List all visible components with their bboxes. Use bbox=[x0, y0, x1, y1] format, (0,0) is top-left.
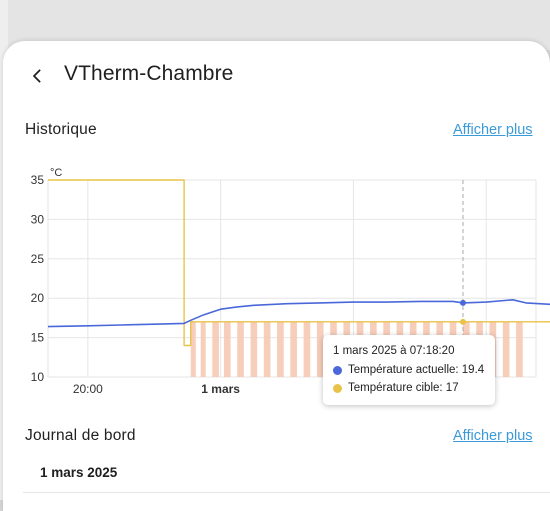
y-tick-label: 20 bbox=[31, 291, 45, 305]
heating-bar bbox=[237, 321, 244, 377]
dialog-title: VTherm-Chambre bbox=[64, 62, 234, 85]
heating-bar bbox=[190, 321, 196, 377]
target-temp-line bbox=[48, 179, 550, 347]
arrow-left-icon bbox=[33, 69, 41, 83]
tooltip-row-target: Température cible: 17 bbox=[333, 382, 459, 394]
logbook-show-more-link[interactable]: Afficher plus bbox=[453, 428, 533, 444]
tooltip-target-label: Température cible: 17 bbox=[348, 382, 459, 394]
current-temp-line bbox=[47, 299, 550, 328]
y-tick-label: 35 bbox=[31, 173, 45, 187]
heating-bar bbox=[200, 321, 206, 377]
heating-bar bbox=[303, 321, 311, 377]
heating-bar bbox=[290, 321, 297, 377]
y-tick-label: 30 bbox=[31, 212, 45, 226]
heating-bar bbox=[263, 321, 271, 377]
tooltip-title: 1 mars 2025 à 07:18:20 bbox=[333, 345, 455, 357]
heating-bar bbox=[212, 321, 219, 377]
target-temp-marker bbox=[459, 318, 466, 325]
tooltip-current-label: Température actuelle: 19.4 bbox=[348, 364, 485, 376]
heating-bar bbox=[316, 321, 324, 377]
logbook-divider bbox=[23, 492, 550, 493]
back-button[interactable] bbox=[23, 62, 51, 90]
heating-bar bbox=[277, 321, 284, 377]
current-temp-dot-icon bbox=[333, 365, 342, 375]
heating-bar bbox=[516, 321, 523, 377]
y-tick-label: 15 bbox=[31, 331, 45, 345]
current-temp-marker bbox=[459, 299, 466, 306]
dialog-header: VTherm-Chambre bbox=[3, 41, 550, 105]
x-tick-label: 1 mars bbox=[201, 382, 240, 396]
target-temp-dot-icon bbox=[333, 383, 342, 393]
heating-bar bbox=[250, 321, 258, 377]
history-heading: Historique bbox=[25, 121, 97, 138]
heating-bar bbox=[223, 321, 231, 377]
history-show-more-link[interactable]: Afficher plus bbox=[453, 122, 533, 138]
chart-tooltip: 1 mars 2025 à 07:18:20 Température actue… bbox=[323, 335, 495, 405]
y-tick-label: 25 bbox=[31, 252, 45, 266]
tooltip-row-current: Température actuelle: 19.4 bbox=[333, 364, 484, 376]
entity-dialog: VTherm-Chambre Historique Afficher plus … bbox=[3, 41, 550, 511]
logbook-heading: Journal de bord bbox=[25, 427, 136, 444]
logbook-date-header: 1 mars 2025 bbox=[40, 465, 118, 480]
y-tick-label: 10 bbox=[31, 370, 45, 384]
y-axis-unit-label: °C bbox=[50, 167, 62, 179]
x-tick-label: 20:00 bbox=[73, 382, 103, 396]
heating-bar bbox=[502, 321, 510, 377]
